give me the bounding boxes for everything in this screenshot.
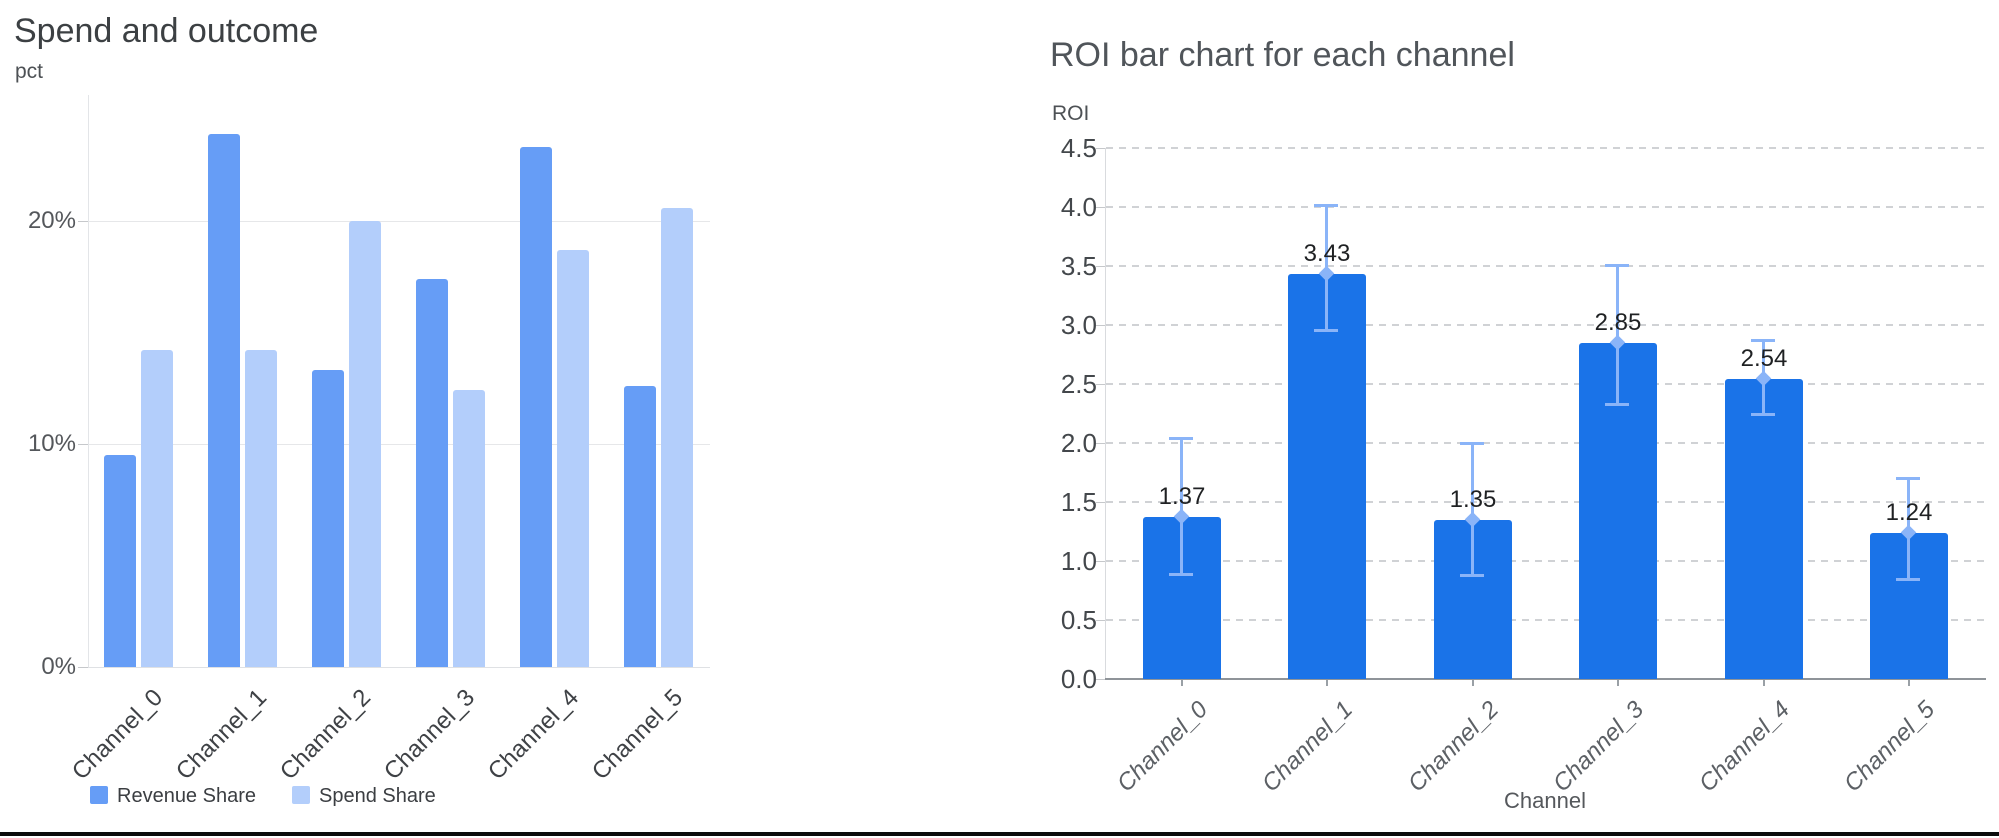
bar-spend-share: [349, 221, 381, 667]
bar-spend-share: [661, 208, 693, 667]
right-y-tick-mark: [1096, 325, 1105, 326]
right-y-tick-label: 4.0: [1060, 192, 1097, 222]
error-bar-cap-bottom: [1460, 574, 1484, 577]
right-gridline: [1106, 206, 1985, 208]
right-gridline: [1106, 383, 1985, 385]
right-x-category-label: Channel_0: [1111, 696, 1214, 798]
error-bar-cap-top: [1896, 477, 1920, 480]
right-x-tick-mark: [1472, 680, 1474, 686]
bar-revenue-share: [520, 147, 552, 667]
right-gridline: [1106, 619, 1985, 621]
right-chart-title: ROI bar chart for each channel: [1050, 36, 1515, 74]
right-y-tick-label: 4.5: [1060, 133, 1097, 163]
error-bar-cap-bottom: [1169, 573, 1193, 576]
right-y-tick-label: 2.0: [1060, 428, 1097, 458]
bar-revenue-share: [312, 370, 344, 667]
right-x-tick-mark: [1617, 680, 1619, 686]
error-bar-line: [1180, 438, 1183, 575]
bar-value-label: 1.24: [1885, 499, 1933, 526]
left-chart-y-unit-label: pct: [15, 60, 44, 83]
right-x-tick-mark: [1326, 680, 1328, 686]
right-gridline: [1106, 324, 1985, 326]
right-y-tick-mark: [1096, 148, 1105, 149]
legend-swatch-spend-share: [292, 786, 310, 804]
left-y-tick-label: 20%: [27, 207, 76, 234]
right-gridline: [1106, 147, 1985, 149]
right-y-tick-label: 3.0: [1060, 310, 1097, 340]
right-x-axis-line: [1105, 678, 1986, 680]
bar-value-label: 3.43: [1303, 240, 1351, 267]
right-y-tick-label: 0.5: [1060, 605, 1097, 635]
left-y-axis-line: [88, 95, 89, 667]
right-y-tick-mark: [1096, 384, 1105, 385]
left-y-tick-mark: [78, 444, 88, 445]
right-y-tick-mark: [1096, 620, 1105, 621]
error-bar-cap-top: [1751, 339, 1775, 342]
error-bar-cap-top: [1314, 204, 1338, 207]
right-chart-y-unit-label: ROI: [1052, 102, 1090, 125]
left-y-tick-label: 0%: [41, 653, 76, 680]
right-x-tick-mark: [1908, 680, 1910, 686]
left-x-axis-line: [88, 667, 710, 668]
right-y-tick-mark: [1096, 266, 1105, 267]
bar-spend-share: [453, 390, 485, 667]
right-y-tick-label: 2.5: [1060, 369, 1097, 399]
left-gridline: [89, 221, 710, 222]
right-y-tick-mark: [1096, 207, 1105, 208]
right-y-axis-line: [1105, 148, 1106, 679]
right-gridline: [1106, 442, 1985, 444]
error-bar-cap-top: [1169, 437, 1193, 440]
bar-value-label: 2.85: [1594, 309, 1642, 336]
error-bar-cap-bottom: [1751, 413, 1775, 416]
right-y-tick-label: 3.5: [1060, 251, 1097, 281]
right-y-tick-label: 0.0: [1060, 664, 1097, 694]
right-y-tick-mark: [1096, 443, 1105, 444]
right-gridline: [1106, 501, 1985, 503]
left-chart-title: Spend and outcome: [14, 12, 319, 50]
right-y-tick-mark: [1096, 679, 1105, 680]
error-bar-cap-bottom: [1314, 329, 1338, 332]
bar-spend-share: [245, 350, 277, 667]
bar-revenue-share: [104, 455, 136, 667]
error-bar-cap-top: [1605, 264, 1629, 267]
error-bar-cap-top: [1460, 442, 1484, 445]
legend-label-revenue-share: Revenue Share: [117, 785, 256, 807]
legend-label-spend-share: Spend Share: [319, 785, 436, 807]
right-gridline: [1106, 560, 1985, 562]
right-x-tick-mark: [1763, 680, 1765, 686]
error-bar-line: [1471, 443, 1474, 576]
right-chart-x-axis-title: Channel: [1504, 788, 1586, 813]
error-bar-cap-bottom: [1605, 403, 1629, 406]
bar-spend-share: [141, 350, 173, 667]
bar-revenue-share: [624, 386, 656, 667]
error-bar-cap-bottom: [1896, 578, 1920, 581]
bar-value-label: 1.35: [1449, 486, 1497, 513]
left-y-tick-label: 10%: [27, 430, 76, 457]
left-gridline: [89, 444, 710, 445]
bar-value-label: 1.37: [1158, 483, 1206, 510]
bar-value-label: 2.54: [1740, 345, 1788, 372]
right-y-tick-label: 1.0: [1060, 546, 1097, 576]
legend-swatch-revenue-share: [90, 786, 108, 804]
right-x-tick-mark: [1181, 680, 1183, 686]
bottom-divider: [0, 832, 1999, 836]
bar-roi: [1725, 379, 1803, 679]
bar-roi: [1288, 274, 1366, 679]
right-y-tick-label: 1.5: [1060, 487, 1097, 517]
right-y-tick-mark: [1096, 502, 1105, 503]
right-gridline: [1106, 265, 1985, 267]
left-y-tick-mark: [78, 667, 88, 668]
left-y-tick-mark: [78, 221, 88, 222]
bar-revenue-share: [208, 134, 240, 667]
bar-spend-share: [557, 250, 589, 667]
bar-revenue-share: [416, 279, 448, 667]
right-y-tick-mark: [1096, 561, 1105, 562]
